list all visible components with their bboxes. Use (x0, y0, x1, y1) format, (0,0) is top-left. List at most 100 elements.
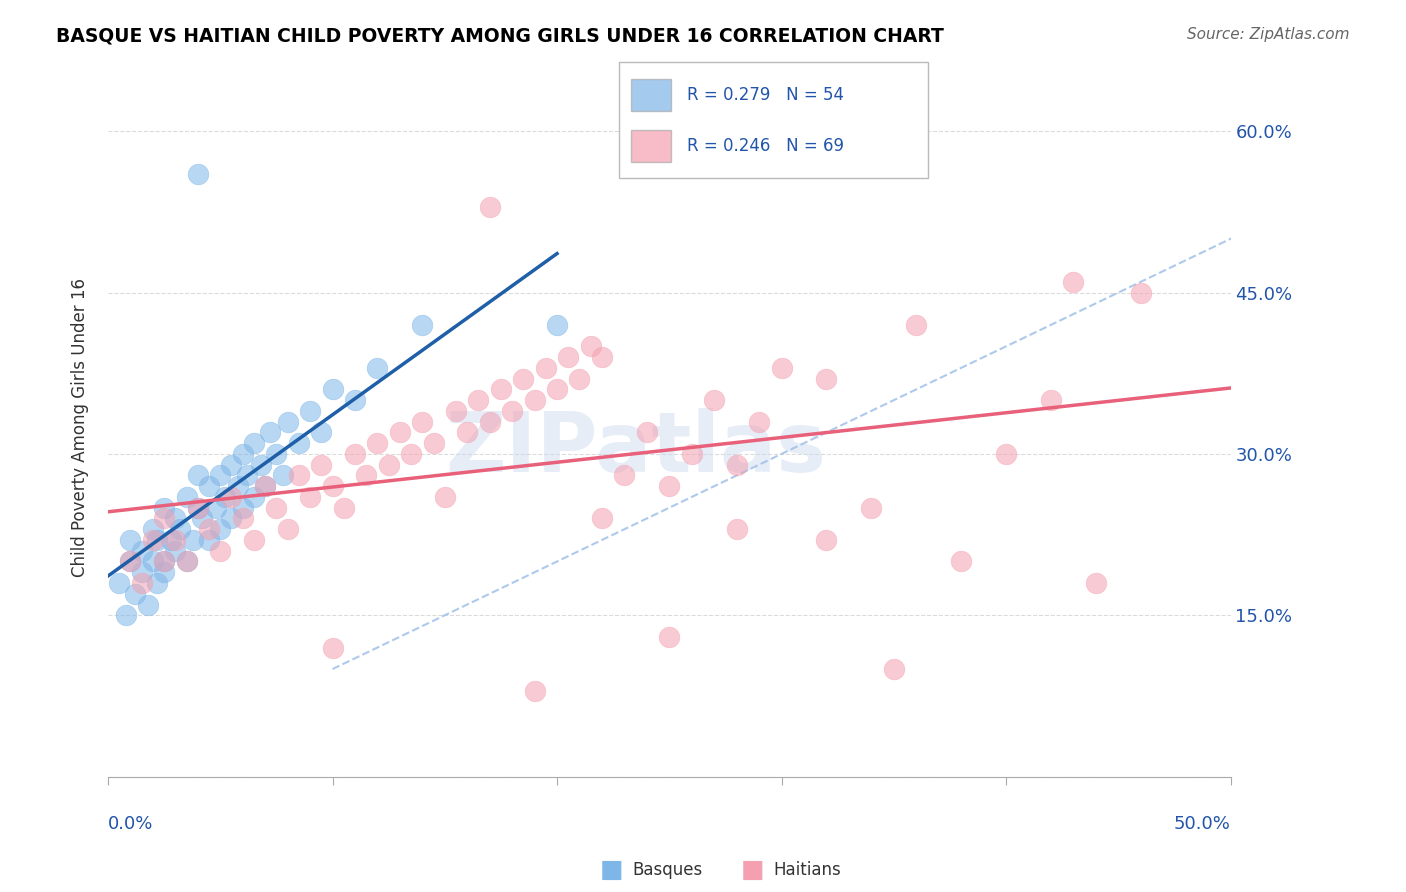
Point (165, 533, 187, 547)
Point (613, 468, 636, 483)
Point (187, 167, 209, 181)
Point (467, 393, 489, 408)
Point (243, 533, 266, 547)
Point (311, 458, 333, 472)
Point (191, 511, 214, 525)
Point (209, 468, 232, 483)
Point (181, 533, 204, 547)
Point (725, 522, 748, 536)
Point (568, 371, 591, 385)
Text: Source: ZipAtlas.com: Source: ZipAtlas.com (1187, 27, 1350, 42)
Point (399, 447, 422, 461)
Point (221, 490, 243, 504)
Point (120, 554, 142, 568)
Point (332, 500, 354, 515)
Point (124, 587, 146, 601)
Point (1062, 275, 1084, 289)
Point (131, 576, 153, 591)
Point (725, 458, 748, 472)
Point (232, 511, 254, 525)
Point (266, 500, 288, 515)
Point (950, 554, 973, 568)
FancyBboxPatch shape (619, 62, 928, 178)
Point (288, 436, 311, 450)
Point (658, 630, 681, 644)
Point (905, 318, 928, 332)
Point (883, 662, 905, 676)
Point (366, 436, 388, 450)
Point (169, 522, 191, 536)
Point (214, 490, 236, 504)
Point (1129, 285, 1152, 300)
Point (288, 468, 311, 483)
Point (254, 479, 277, 493)
Point (232, 500, 254, 515)
Point (209, 543, 232, 558)
Point (204, 500, 226, 515)
Point (321, 383, 343, 397)
Text: Haitians: Haitians (773, 861, 841, 879)
Point (187, 500, 209, 515)
Point (411, 415, 433, 429)
Text: Basques: Basques (633, 861, 703, 879)
Point (108, 576, 131, 591)
Point (489, 383, 512, 397)
Point (321, 479, 343, 493)
Point (221, 511, 243, 525)
Point (153, 554, 176, 568)
Point (153, 500, 176, 515)
Point (226, 479, 249, 493)
Point (456, 425, 478, 440)
Point (221, 458, 243, 472)
Text: 0.0%: 0.0% (108, 815, 153, 833)
Point (249, 458, 271, 472)
Point (636, 425, 658, 440)
Point (142, 522, 165, 536)
Point (277, 415, 299, 429)
Point (591, 511, 613, 525)
Y-axis label: Child Poverty Among Girls Under 16: Child Poverty Among Girls Under 16 (72, 277, 89, 576)
Point (1084, 576, 1107, 591)
Point (259, 425, 281, 440)
Point (523, 393, 546, 408)
Point (422, 436, 444, 450)
Point (187, 500, 209, 515)
Point (512, 371, 534, 385)
Point (311, 425, 333, 440)
Point (176, 554, 198, 568)
Point (770, 360, 793, 375)
Point (176, 554, 198, 568)
Point (254, 479, 277, 493)
Point (160, 533, 183, 547)
Point (411, 318, 433, 332)
Point (277, 522, 299, 536)
Point (444, 404, 467, 418)
Point (748, 415, 770, 429)
Point (343, 447, 366, 461)
Point (388, 425, 411, 440)
Point (815, 533, 838, 547)
Text: ■: ■ (741, 858, 763, 881)
Point (534, 360, 557, 375)
Point (232, 447, 254, 461)
Point (546, 318, 568, 332)
Text: R = 0.246   N = 69: R = 0.246 N = 69 (686, 137, 844, 155)
Text: R = 0.279   N = 54: R = 0.279 N = 54 (686, 86, 844, 103)
Point (478, 415, 501, 429)
Point (120, 554, 142, 568)
Text: 50.0%: 50.0% (1174, 815, 1230, 833)
Point (165, 511, 187, 525)
Point (146, 533, 169, 547)
Point (198, 479, 221, 493)
Point (860, 500, 883, 515)
Point (366, 360, 388, 375)
Point (243, 490, 266, 504)
Point (478, 200, 501, 214)
Point (153, 554, 176, 568)
Point (236, 468, 259, 483)
Point (115, 608, 138, 623)
Point (138, 598, 160, 612)
Point (120, 533, 142, 547)
Point (142, 533, 165, 547)
Point (995, 447, 1018, 461)
